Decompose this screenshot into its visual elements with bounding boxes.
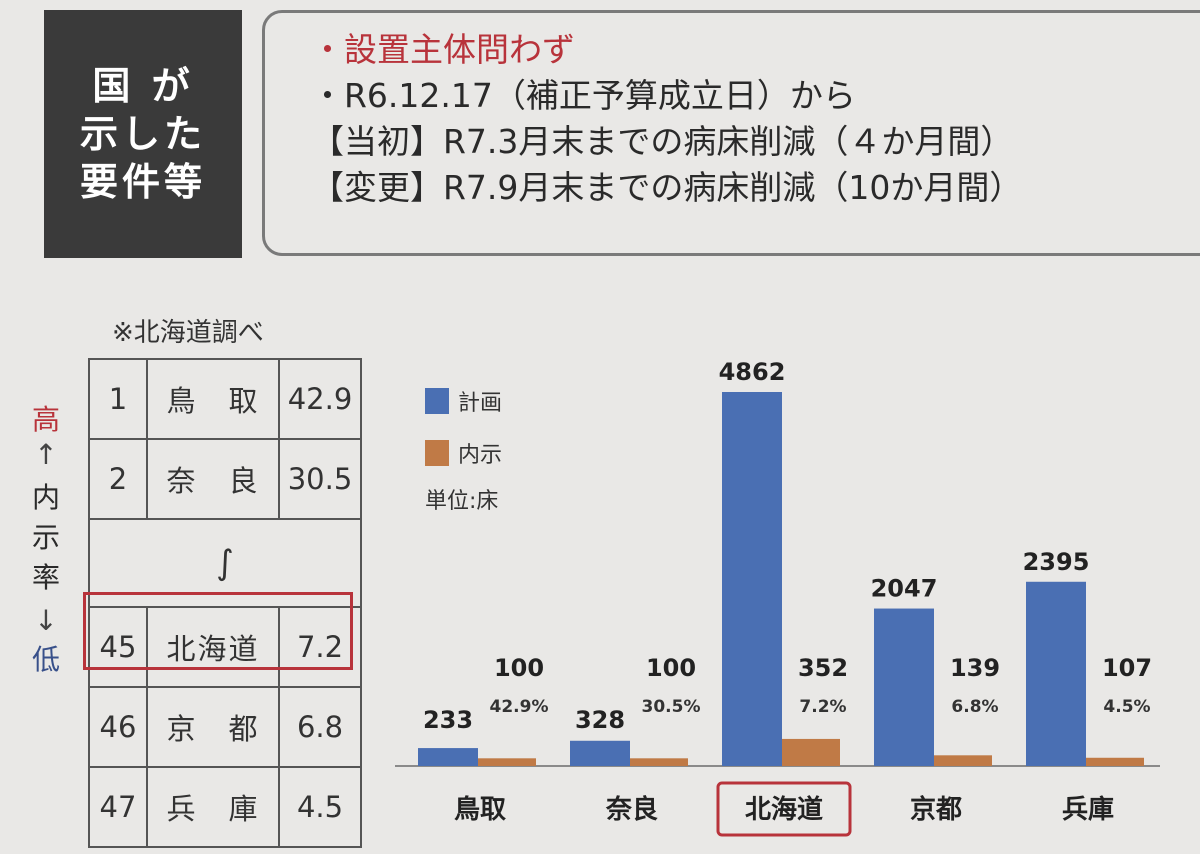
naiji-rate-label: 4.5%: [1103, 697, 1150, 717]
naiji-rate-label: 42.9%: [490, 697, 549, 717]
axis-high-label: 高: [31, 403, 60, 436]
naiji-value-label: 139: [950, 654, 1000, 682]
axis-title-char-3: 率: [31, 561, 60, 594]
naiji-bar: [782, 738, 840, 766]
plan-bar: [874, 608, 934, 766]
plan-bar: [1026, 581, 1086, 766]
naiji-value-label: 352: [798, 654, 848, 682]
rate-cell: 30.5: [278, 438, 362, 520]
naiji-bar: [478, 758, 536, 766]
prefecture-cell: 京 都: [146, 686, 280, 768]
plan-value-label: 328: [575, 706, 625, 734]
rank-cell: 46: [88, 686, 148, 768]
requirements-box: ・設置主体問わず ・R6.12.17（補正予算成立日）から 【当初】R7.3月末…: [262, 10, 1200, 256]
plan-value-label: 2047: [871, 575, 938, 603]
label-line-3: 要件等: [79, 160, 206, 204]
category-label: 北海道: [745, 794, 823, 825]
legend-label-plan: 計画: [458, 391, 502, 416]
prefecture-cell: 奈 良: [146, 438, 280, 520]
legend-swatch-naiji: [425, 440, 449, 466]
rank-cell: 2: [88, 438, 148, 520]
table-row: 46 京 都 6.8: [88, 686, 362, 768]
plan-bar: [570, 740, 630, 766]
hokkaido-highlight-box: [83, 592, 353, 670]
category-label: 奈良: [605, 794, 658, 825]
requirement-line-2: ・R6.12.17（補正予算成立日）から: [311, 76, 856, 115]
table-row: 1 鳥 取 42.9: [88, 358, 362, 440]
rate-cell: 42.9: [278, 358, 362, 440]
rank-cell: 45: [88, 606, 148, 688]
rank-cell: 47: [88, 766, 148, 848]
naiji-rate-axis: 高 ↑ 内 示 率 ↓ 低: [20, 398, 72, 788]
label-line-1: 国 が: [92, 64, 194, 108]
rate-cell: 4.5: [278, 766, 362, 848]
table-row: 45 北海道 7.2: [88, 606, 362, 688]
unit-label: 単位:床: [425, 489, 498, 514]
category-label: 鳥取: [454, 795, 506, 825]
plan-bar: [722, 392, 782, 766]
source-note: ※北海道調べ: [112, 318, 264, 348]
table-row: 47 兵 庫 4.5: [88, 766, 362, 848]
requirement-line-4: 【変更】R7.9月末までの病床削減（10か月間）: [311, 168, 1023, 207]
naiji-rate-label: 6.8%: [951, 697, 998, 717]
prefecture-cell: 鳥 取: [146, 358, 280, 440]
arrow-down-icon: ↓: [34, 604, 58, 637]
naiji-bar: [934, 755, 992, 766]
rate-cell: 7.2: [278, 606, 362, 688]
rank-cell: 1: [88, 358, 148, 440]
naiji-value-label: 100: [646, 654, 696, 682]
legend-label-naiji: 内示: [458, 443, 502, 468]
legend-swatch-plan: [425, 388, 449, 414]
naiji-value-label: 100: [494, 654, 544, 682]
requirement-line-1: ・設置主体問わず: [311, 30, 575, 69]
axis-title: 内 示 率: [32, 478, 60, 598]
axis-title-char-2: 示: [31, 521, 60, 554]
requirements-label-box: 国 が 示した 要件等: [44, 10, 242, 258]
plan-bar: [418, 748, 478, 766]
label-line-2: 示した: [79, 112, 206, 156]
category-highlight-box: [716, 781, 852, 837]
naiji-value-label: 107: [1102, 654, 1152, 682]
arrow-up-icon: ↑: [34, 438, 58, 471]
table-row: 2 奈 良 30.5: [88, 438, 362, 520]
naiji-rate-label: 7.2%: [799, 697, 846, 717]
requirement-line-3: 【当初】R7.3月末までの病床削減（４か月間）: [311, 122, 1014, 161]
naiji-bar: [1086, 757, 1144, 766]
prefecture-cell: 北海道: [146, 606, 280, 688]
prefecture-cell: 兵 庫: [146, 766, 280, 848]
category-label: 兵庫: [1062, 795, 1114, 825]
plan-value-label: 4862: [719, 358, 786, 386]
rate-cell: 6.8: [278, 686, 362, 768]
axis-title-char-1: 内: [31, 481, 60, 514]
plan-value-label: 2395: [1023, 548, 1090, 576]
axis-low-label: 低: [31, 643, 60, 676]
naiji-bar: [630, 758, 688, 766]
plan-value-label: 233: [423, 706, 473, 734]
naiji-rate-label: 30.5%: [642, 697, 701, 717]
category-label: 京都: [910, 794, 962, 825]
